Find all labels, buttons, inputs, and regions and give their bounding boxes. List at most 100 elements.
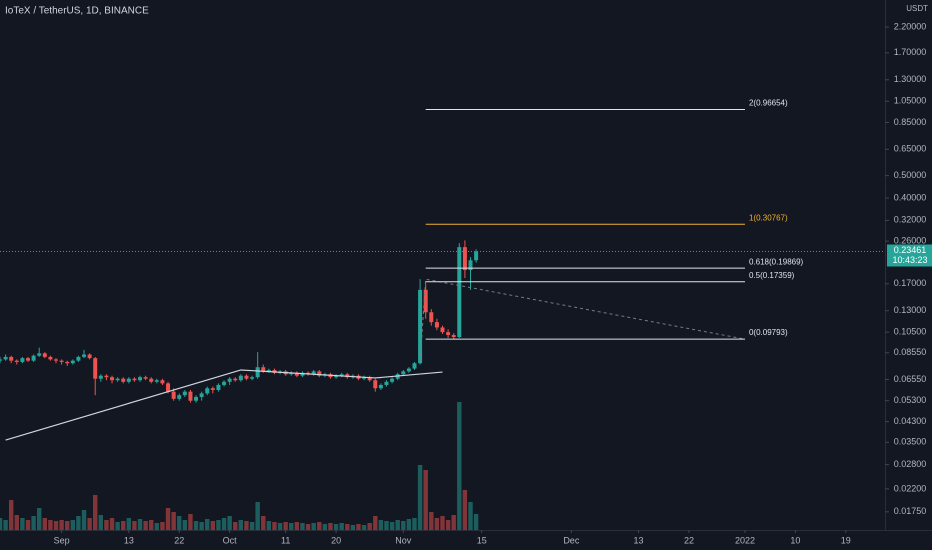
volume-bar xyxy=(356,524,361,530)
y-tick-label: 0.08550 xyxy=(894,347,927,357)
volume-bar xyxy=(311,523,316,530)
candle-body xyxy=(266,369,271,372)
y-tick-label: 0.40000 xyxy=(894,192,927,202)
current-price-label: 0.23461 xyxy=(894,245,927,255)
candle-body xyxy=(93,358,98,379)
volume-bar xyxy=(0,518,3,530)
y-tick-label: 0.32000 xyxy=(894,215,927,225)
candle-body xyxy=(238,375,243,381)
candle-body xyxy=(390,378,395,382)
volume-bar xyxy=(132,521,137,530)
volume-bar xyxy=(171,512,176,530)
volume-bar xyxy=(423,470,428,530)
candle-body xyxy=(227,378,232,382)
candle-body xyxy=(166,383,171,392)
candle-body xyxy=(406,368,411,372)
volume-bar xyxy=(317,522,322,530)
volume-bar xyxy=(65,521,70,530)
x-tick-label: 19 xyxy=(841,535,851,545)
candle-body xyxy=(434,322,439,328)
volume-bar xyxy=(406,519,412,530)
volume-bar xyxy=(266,521,272,530)
candle-body xyxy=(121,378,126,382)
candle-body xyxy=(362,377,367,379)
volume-bar xyxy=(137,519,143,530)
fib-label: 0(0.09793) xyxy=(749,328,788,337)
volume-bar xyxy=(81,510,87,530)
candle-body xyxy=(216,384,221,390)
candle-body xyxy=(65,361,70,364)
candle-body xyxy=(384,381,389,385)
x-tick-label: 13 xyxy=(634,535,644,545)
volume-bar xyxy=(457,402,462,530)
candle-body xyxy=(255,367,260,378)
candle-body xyxy=(143,377,148,379)
candle-body xyxy=(26,358,31,361)
volume-bar xyxy=(115,522,120,530)
y-tick-label: 0.50000 xyxy=(894,170,927,180)
y-tick-label: 0.02800 xyxy=(894,459,927,469)
candle-body xyxy=(70,360,75,364)
volume-bar xyxy=(473,514,479,530)
volume-bar xyxy=(272,522,277,530)
candle-body xyxy=(250,377,255,379)
candle-body xyxy=(367,377,372,381)
candle-body xyxy=(311,371,316,375)
y-tick-label: 0.02200 xyxy=(894,483,927,493)
volume-bar xyxy=(216,520,221,530)
volume-bar xyxy=(205,519,210,530)
y-tick-label: 0.65000 xyxy=(894,144,927,154)
volume-bar xyxy=(93,495,98,530)
volume-bar xyxy=(345,524,350,530)
candle-body xyxy=(378,384,383,389)
volume-bar xyxy=(70,520,76,530)
volume-bar xyxy=(412,518,417,530)
x-tick-label: 10 xyxy=(790,535,800,545)
volume-bar xyxy=(42,518,48,530)
volume-bar xyxy=(193,521,199,530)
y-tick-label: 1.70000 xyxy=(894,47,927,57)
volume-bar xyxy=(14,515,20,530)
volume-bar xyxy=(233,522,238,530)
volume-bar xyxy=(182,520,188,530)
candle-body xyxy=(468,260,473,271)
volume-bar xyxy=(87,518,92,530)
volume-bar xyxy=(389,522,395,530)
candle-body xyxy=(9,356,14,361)
x-tick-label: 20 xyxy=(331,535,341,545)
y-tick-label: 0.05300 xyxy=(894,395,927,405)
candle-body xyxy=(462,247,467,271)
y-tick-label: 0.17000 xyxy=(894,278,927,288)
volume-bar xyxy=(429,512,434,530)
trend-line xyxy=(5,369,443,441)
volume-bar xyxy=(384,521,389,530)
volume-bar xyxy=(98,515,104,530)
fib-label: 0.5(0.17359) xyxy=(749,271,795,280)
candle-body xyxy=(87,354,92,359)
volume-bar xyxy=(445,520,451,530)
candle-body xyxy=(294,372,299,376)
volume-bar xyxy=(37,508,42,530)
volume-bar xyxy=(20,518,25,530)
candle-body xyxy=(160,380,165,384)
volume-bar xyxy=(328,523,333,530)
volume-bar xyxy=(31,516,36,530)
x-tick-label: 2022 xyxy=(735,535,755,545)
volume-bar xyxy=(451,515,456,530)
candle-body xyxy=(82,354,87,357)
y-tick-label: 0.06550 xyxy=(894,374,927,384)
volume-bar xyxy=(434,518,440,530)
volume-bar xyxy=(401,521,406,530)
y-tick-label: 0.26000 xyxy=(894,236,927,246)
x-tick-label: Dec xyxy=(563,535,580,545)
volume-bar xyxy=(221,518,227,530)
volume-bar xyxy=(199,522,204,530)
candle-body xyxy=(210,388,215,390)
candle-body xyxy=(149,378,154,382)
candle-body xyxy=(132,378,137,381)
x-tick-label: Nov xyxy=(395,535,412,545)
y-tick-label: 2.20000 xyxy=(894,21,927,31)
candle-body xyxy=(37,353,42,356)
x-tick-label: Oct xyxy=(223,535,238,545)
